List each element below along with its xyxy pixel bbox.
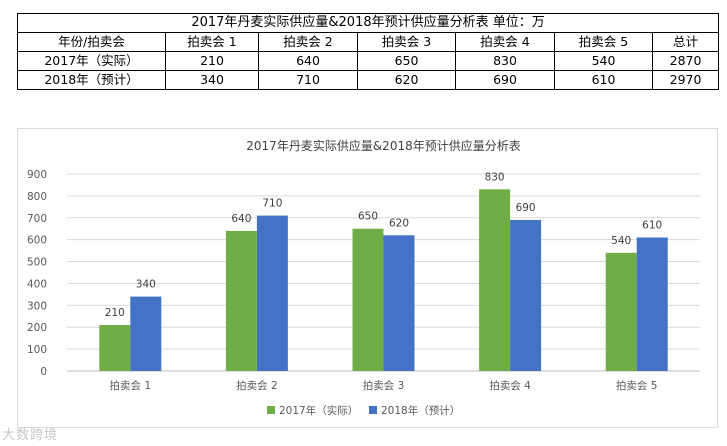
table-cell: 2018年（预计） bbox=[17, 70, 166, 90]
table-header-row: 年份/拍卖会 拍卖会 1 拍卖会 2 拍卖会 3 拍卖会 4 拍卖会 5 总计 bbox=[17, 32, 720, 52]
bar bbox=[636, 237, 668, 371]
y-tick-label: 100 bbox=[27, 344, 47, 356]
bar bbox=[256, 215, 288, 371]
bar bbox=[225, 230, 257, 371]
bar bbox=[510, 219, 542, 371]
table-title-row: 2017年丹麦实际供应量&2018年预计供应量分析表 单位：万 bbox=[16, 13, 720, 33]
bar bbox=[130, 296, 162, 371]
table-cell: 690 bbox=[455, 70, 555, 90]
table-cell: 710 bbox=[258, 70, 358, 90]
chart-title: 2017年丹麦实际供应量&2018年预计供应量分析表 bbox=[246, 138, 520, 153]
y-tick-label: 900 bbox=[27, 169, 47, 181]
table-cell: 830 bbox=[455, 51, 555, 71]
table-row: 2017年（实际） 210 640 650 830 540 2870 bbox=[17, 51, 720, 71]
data-label: 640 bbox=[231, 213, 251, 225]
table-cell: 2017年（实际） bbox=[17, 51, 166, 71]
y-tick-label: 700 bbox=[27, 213, 47, 225]
y-tick-label: 400 bbox=[27, 278, 47, 290]
table-header-cell: 拍卖会 1 bbox=[165, 32, 259, 52]
table-title: 2017年丹麦实际供应量&2018年预计供应量分析表 单位：万 bbox=[16, 13, 720, 33]
table-header-cell: 拍卖会 3 bbox=[357, 32, 456, 52]
data-label: 620 bbox=[389, 217, 409, 229]
y-tick-label: 200 bbox=[27, 322, 47, 334]
bar bbox=[605, 252, 637, 371]
table-cell: 2870 bbox=[651, 51, 720, 71]
table-header-cell: 总计 bbox=[651, 32, 720, 52]
y-tick-label: 300 bbox=[27, 300, 47, 312]
table-header-cell: 年份/拍卖会 bbox=[17, 32, 166, 52]
bar bbox=[352, 228, 384, 371]
table-cell: 620 bbox=[357, 70, 456, 90]
legend-entry: 2017年（实际） bbox=[279, 404, 358, 417]
data-label: 540 bbox=[611, 235, 631, 247]
x-tick-label: 拍卖会 5 bbox=[616, 379, 658, 392]
data-label: 340 bbox=[136, 279, 156, 291]
supply-bar-chart: 2017年丹麦实际供应量&2018年预计供应量分析表 0 100 200 300 400 5… bbox=[17, 128, 718, 428]
table-cell: 340 bbox=[165, 70, 259, 90]
table-cell: 610 bbox=[554, 70, 653, 90]
table-row: 2018年（预计） 340 710 620 690 610 2970 bbox=[17, 70, 720, 90]
table-header-cell: 拍卖会 5 bbox=[554, 32, 653, 52]
x-tick-label: 拍卖会 2 bbox=[236, 379, 278, 392]
legend-swatch bbox=[369, 406, 377, 414]
x-tick-label: 拍卖会 4 bbox=[489, 379, 531, 392]
data-label: 710 bbox=[262, 198, 282, 210]
table-cell: 210 bbox=[165, 51, 259, 71]
table-cell: 650 bbox=[357, 51, 456, 71]
bar bbox=[383, 235, 415, 371]
table-cell: 540 bbox=[554, 51, 653, 71]
data-label: 210 bbox=[105, 307, 125, 319]
bar bbox=[479, 189, 511, 371]
x-tick-label: 拍卖会 3 bbox=[363, 379, 405, 392]
bar bbox=[99, 325, 131, 371]
y-tick-label: 800 bbox=[27, 191, 47, 203]
supply-table: 2017年丹麦实际供应量&2018年预计供应量分析表 单位：万 年份/拍卖会 拍卖会… bbox=[16, 13, 720, 90]
y-tick-label: 600 bbox=[27, 235, 47, 247]
legend-swatch bbox=[267, 406, 275, 414]
x-tick-label: 拍卖会 1 bbox=[110, 379, 152, 392]
data-label: 690 bbox=[516, 202, 536, 214]
table-header-cell: 拍卖会 4 bbox=[455, 32, 555, 52]
table-cell: 640 bbox=[258, 51, 358, 71]
watermark: 大数跨境 bbox=[2, 428, 59, 443]
table-cell: 2970 bbox=[651, 70, 720, 90]
legend-entry: 2018年（预计） bbox=[381, 404, 460, 417]
data-label: 650 bbox=[358, 211, 378, 223]
y-tick-label: 0 bbox=[40, 366, 47, 378]
y-tick-label: 500 bbox=[27, 257, 47, 269]
data-label: 830 bbox=[485, 171, 505, 183]
data-label: 610 bbox=[642, 219, 662, 231]
table-header-cell: 拍卖会 2 bbox=[258, 32, 358, 52]
